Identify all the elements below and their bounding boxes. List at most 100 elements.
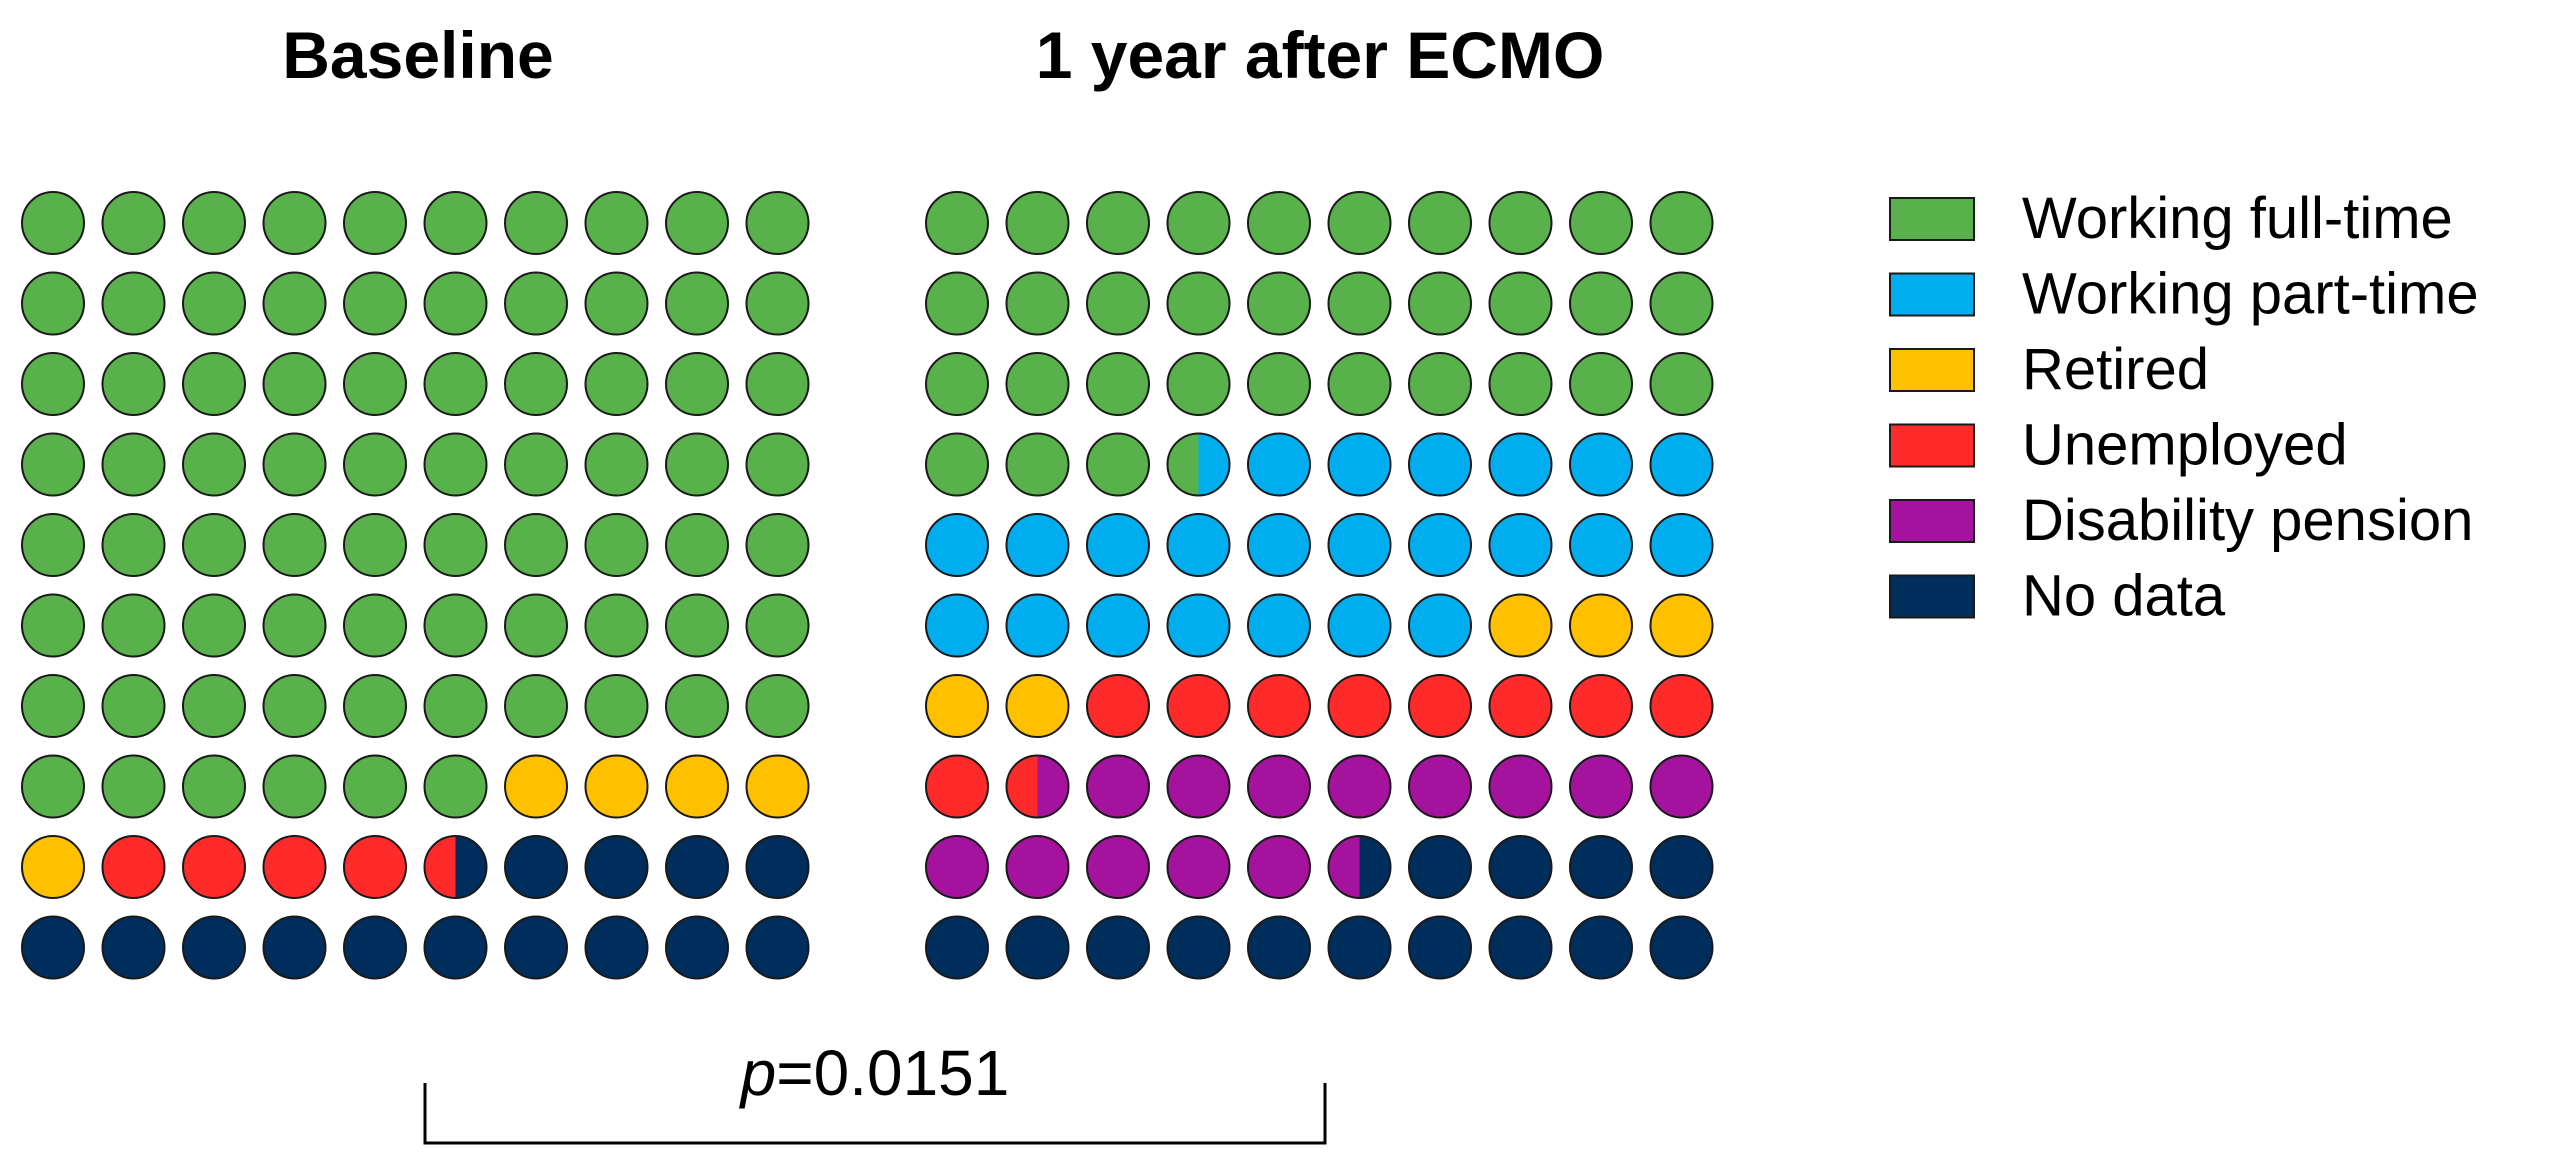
- waffle-dot-outline: [584, 915, 649, 980]
- waffle-dot: [1570, 755, 1632, 818]
- waffle-dot: [926, 433, 988, 496]
- waffle-dot: [1409, 836, 1471, 898]
- waffle-dot-outline: [584, 835, 649, 899]
- waffle-cell: [1649, 271, 1714, 336]
- waffle-dot: [183, 433, 245, 496]
- waffle-dot: [746, 514, 809, 576]
- waffle-dot-outline: [21, 271, 85, 336]
- waffle-cell: [1086, 835, 1150, 899]
- waffle-dot-outline: [423, 352, 488, 416]
- waffle-cell: [1327, 352, 1392, 416]
- waffle-dot: [1650, 675, 1713, 737]
- waffle-cell: [1569, 674, 1633, 738]
- waffle-cell: [343, 835, 407, 899]
- waffle-dot: [1570, 433, 1632, 496]
- waffle-dot: [1167, 916, 1230, 979]
- waffle-dot: [585, 353, 648, 415]
- waffle-dot: [585, 272, 648, 335]
- waffle-cell: [101, 915, 166, 980]
- waffle-dot: [1328, 433, 1391, 496]
- waffle-dot: [263, 433, 326, 496]
- waffle-cell: [182, 191, 246, 255]
- waffle-cell: [584, 191, 649, 255]
- waffle-dot-outline: [504, 835, 568, 899]
- waffle-dot-outline: [1086, 191, 1150, 255]
- waffle-dot-outline: [21, 593, 85, 658]
- waffle-dot-outline: [1569, 352, 1633, 416]
- waffle-dot-outline: [1005, 191, 1070, 255]
- waffle-dot: [102, 192, 165, 254]
- waffle-dot-outline: [1166, 754, 1231, 819]
- waffle-dot-outline: [1166, 513, 1231, 577]
- waffle-cell: [1649, 191, 1714, 255]
- waffle-dot-outline: [504, 915, 568, 980]
- waffle-dot-outline: [1166, 432, 1231, 497]
- waffle-dot-outline: [1005, 432, 1070, 497]
- waffle-cell: [1247, 593, 1311, 658]
- legend-label: Retired: [2022, 337, 2209, 402]
- waffle-dot: [585, 836, 648, 898]
- waffle-dot: [1248, 916, 1310, 979]
- waffle-dot-outline: [101, 593, 166, 658]
- waffle-dot: [1570, 353, 1632, 415]
- waffle-dot: [183, 675, 245, 737]
- waffle-dot: [22, 353, 84, 415]
- waffle-cell: [925, 352, 989, 416]
- waffle-dot: [1087, 272, 1149, 335]
- waffle-cell: [1488, 513, 1553, 577]
- waffle-dot-outline: [1569, 271, 1633, 336]
- waffle-dot-outline: [584, 271, 649, 336]
- waffle-dot-outline: [101, 674, 166, 738]
- waffle-cell: [925, 754, 989, 819]
- waffle-dot: [424, 594, 487, 657]
- waffle-cell: [1327, 513, 1392, 577]
- waffle-cell: [1005, 674, 1070, 738]
- p-value-number: =0.0151: [776, 1037, 1009, 1109]
- waffle-cell: [1327, 271, 1392, 336]
- waffle-cell: [1166, 593, 1231, 658]
- waffle-dot-outline: [1005, 674, 1070, 738]
- waffle-dot: [344, 192, 406, 254]
- waffle-dot-outline: [262, 835, 327, 899]
- legend-label: Unemployed: [2022, 413, 2348, 478]
- waffle-dot-outline: [21, 432, 85, 497]
- waffle-dot: [1087, 675, 1149, 737]
- waffle-cell: [1488, 835, 1553, 899]
- waffle-dot: [1006, 675, 1069, 737]
- waffle-dot: [585, 675, 648, 737]
- waffle-cell: [423, 835, 488, 899]
- waffle-dot: [263, 594, 326, 657]
- waffle-cell: [504, 352, 568, 416]
- waffle-dot-outline: [1005, 915, 1070, 980]
- waffle-dot-outline: [101, 835, 166, 899]
- waffle-dot: [926, 836, 988, 898]
- waffle-cell: [1086, 191, 1150, 255]
- p-value-label: p=0.0151: [739, 1037, 1010, 1109]
- waffle-dot: [666, 836, 728, 898]
- waffle-dot: [926, 675, 988, 737]
- waffle-dot: [424, 514, 487, 576]
- waffle-cell: [262, 593, 327, 658]
- waffle-dot: [263, 916, 326, 979]
- waffle-dot: [1328, 916, 1391, 979]
- waffle-cell: [745, 271, 810, 336]
- waffle-dot-outline: [262, 191, 327, 255]
- waffle-dot-outline: [745, 191, 810, 255]
- waffle-dot-outline: [665, 593, 729, 658]
- waffle-dot: [344, 594, 406, 657]
- waffle-cell: [101, 835, 166, 899]
- waffle-cell: [182, 432, 246, 497]
- waffle-half-dot-left: [1328, 836, 1360, 898]
- waffle-dot-outline: [925, 754, 989, 819]
- waffle-dot-outline: [423, 835, 488, 899]
- waffle-cell: [1408, 513, 1472, 577]
- waffle-dot-outline: [1488, 915, 1553, 980]
- waffle-dot-outline: [584, 191, 649, 255]
- waffle-cell: [1247, 513, 1311, 577]
- waffle-dot: [1006, 433, 1069, 496]
- waffle-cell: [1166, 352, 1231, 416]
- waffle-cell: [1327, 754, 1392, 819]
- waffle-cell: [343, 271, 407, 336]
- waffle-cell: [1488, 674, 1553, 738]
- waffle-dot: [1328, 353, 1391, 415]
